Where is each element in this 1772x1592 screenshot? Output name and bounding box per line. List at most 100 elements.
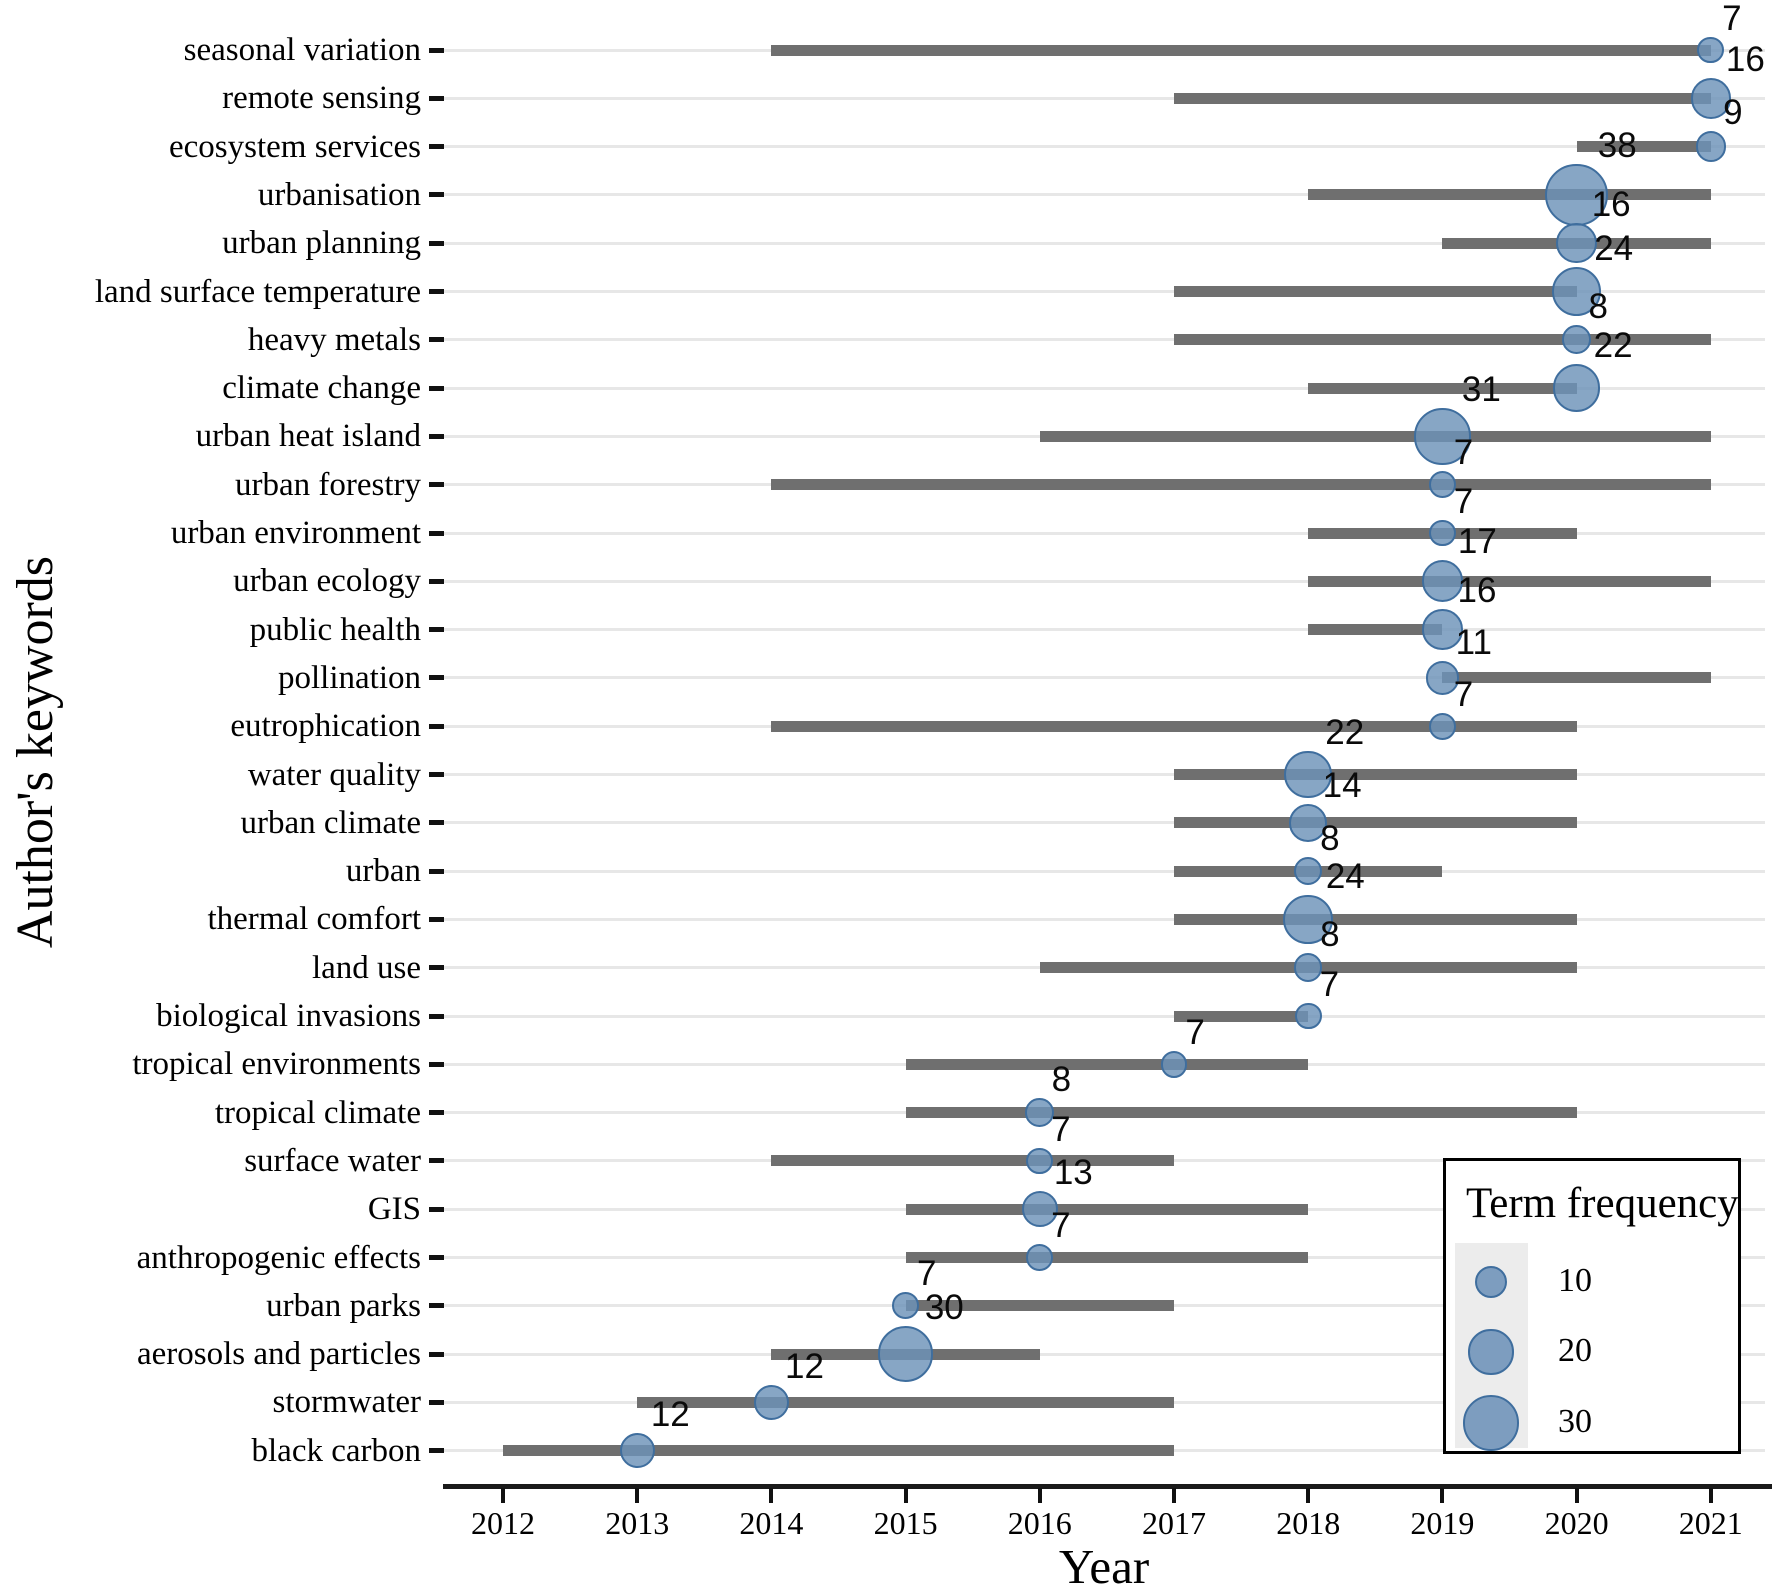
range-bar (1174, 1010, 1309, 1022)
range-bar (1174, 334, 1711, 346)
row-gridline (443, 773, 1765, 776)
keyword-label: public health (249, 611, 421, 648)
row-gridline (443, 290, 1765, 293)
legend-bubble-10 (1475, 1266, 1507, 1298)
x-tick-label: 2017 (1142, 1505, 1206, 1541)
range-bar (637, 1396, 1174, 1408)
range-bar (905, 1252, 1309, 1263)
range-bar (771, 720, 1577, 732)
frequency-value-label: 31 (1461, 370, 1501, 410)
y-tick (429, 144, 444, 150)
legend-bubble-30 (1463, 1395, 1519, 1451)
frequency-value-label: 16 (1457, 571, 1497, 611)
legend-size-label: 10 (1558, 1262, 1592, 1299)
legend-bubble-20 (1468, 1329, 1514, 1375)
keyword-label: urban forestry (234, 466, 421, 503)
frequency-value-label: 17 (1457, 522, 1497, 562)
y-tick (429, 627, 444, 633)
frequency-value-label: 24 (1594, 228, 1634, 268)
range-bar (771, 479, 1711, 491)
keyword-label: eutrophication (230, 708, 421, 745)
frequency-bubble (1425, 661, 1460, 695)
frequency-bubble (1422, 609, 1463, 650)
frequency-bubble (1021, 1190, 1059, 1228)
frequency-bubble (877, 1326, 934, 1382)
y-tick (429, 578, 444, 584)
y-tick (429, 1303, 444, 1309)
frequency-bubble (1552, 364, 1601, 412)
legend-size-label: 30 (1558, 1403, 1592, 1440)
range-bar (905, 1300, 1174, 1312)
y-tick (429, 868, 444, 874)
range-bar (1174, 286, 1577, 297)
row-gridline (443, 917, 1765, 921)
frequency-value-label: 38 (1597, 125, 1637, 165)
frequency-value-label: 7 (1722, 0, 1742, 38)
range-bar (1174, 92, 1711, 104)
frequency-value-label: 30 (924, 1288, 964, 1328)
y-axis-title: Author's keywords (7, 555, 64, 949)
legend-title: Term frequency (1466, 1180, 1739, 1227)
range-bar (1174, 817, 1577, 829)
y-tick (429, 1206, 444, 1212)
keyword-label: thermal comfort (207, 901, 421, 938)
keyword-label: land use (311, 949, 421, 986)
frequency-bubble (753, 1384, 789, 1420)
row-gridline (443, 386, 1765, 390)
range-bar (905, 1058, 1309, 1070)
keyword-label: aerosols and particles (136, 1336, 421, 1373)
x-axis-line (443, 1484, 1772, 1489)
frequency-value-label: 8 (1320, 818, 1340, 858)
x-tick-label: 2012 (471, 1505, 535, 1541)
frequency-bubble (1293, 856, 1323, 886)
y-tick (429, 1158, 444, 1164)
frequency-bubble (1429, 519, 1456, 547)
range-bar (1174, 769, 1577, 780)
keyword-label: heavy metals (247, 321, 421, 358)
keyword-label: anthropogenic effects (136, 1239, 421, 1276)
x-axis-title: Year (1058, 1539, 1150, 1592)
range-bar (1308, 189, 1711, 201)
frequency-value-label: 7 (916, 1254, 937, 1294)
x-tick-label: 2021 (1678, 1505, 1743, 1541)
keyword-label: urban (345, 853, 421, 890)
frequency-value-label: 22 (1325, 712, 1365, 752)
y-tick (429, 385, 444, 391)
frequency-value-label: 7 (1453, 674, 1474, 714)
frequency-value-label: 11 (1455, 623, 1492, 663)
row-gridline (443, 193, 1765, 197)
frequency-bubble (1160, 1050, 1188, 1078)
y-tick (429, 433, 444, 439)
keyword-label: ecosystem services (169, 128, 421, 165)
keyword-label: tropical climate (214, 1094, 421, 1131)
frequency-value-label: 9 (1723, 93, 1743, 133)
y-tick (429, 530, 444, 536)
legend-size-label: 20 (1558, 1332, 1592, 1369)
frequency-value-label: 14 (1322, 765, 1362, 805)
frequency-value-label: 22 (1593, 326, 1633, 366)
frequency-value-label: 16 (1591, 184, 1631, 224)
frequency-value-label: 13 (1053, 1152, 1093, 1192)
frequency-bubble (1562, 325, 1591, 355)
range-bar (1576, 141, 1711, 153)
x-tick (635, 1488, 640, 1503)
y-tick (429, 1061, 444, 1067)
keyword-label: urban environment (170, 515, 421, 551)
y-tick (429, 772, 444, 777)
x-tick-label: 2020 (1544, 1505, 1609, 1541)
keyword-label: black carbon (251, 1432, 422, 1469)
frequency-bubble (1283, 894, 1333, 945)
y-tick (429, 47, 444, 53)
keyword-label: urban heat island (195, 418, 421, 455)
y-tick (429, 1351, 444, 1357)
row-gridline (443, 241, 1765, 245)
x-tick (1708, 1488, 1713, 1503)
frequency-bubble (619, 1433, 655, 1469)
frequency-bubble (1025, 1098, 1055, 1127)
row-gridline (443, 579, 1765, 583)
frequency-value-label: 8 (1588, 287, 1608, 327)
range-bar (905, 1107, 1577, 1119)
y-tick (429, 289, 444, 294)
x-tick (1574, 1488, 1579, 1503)
